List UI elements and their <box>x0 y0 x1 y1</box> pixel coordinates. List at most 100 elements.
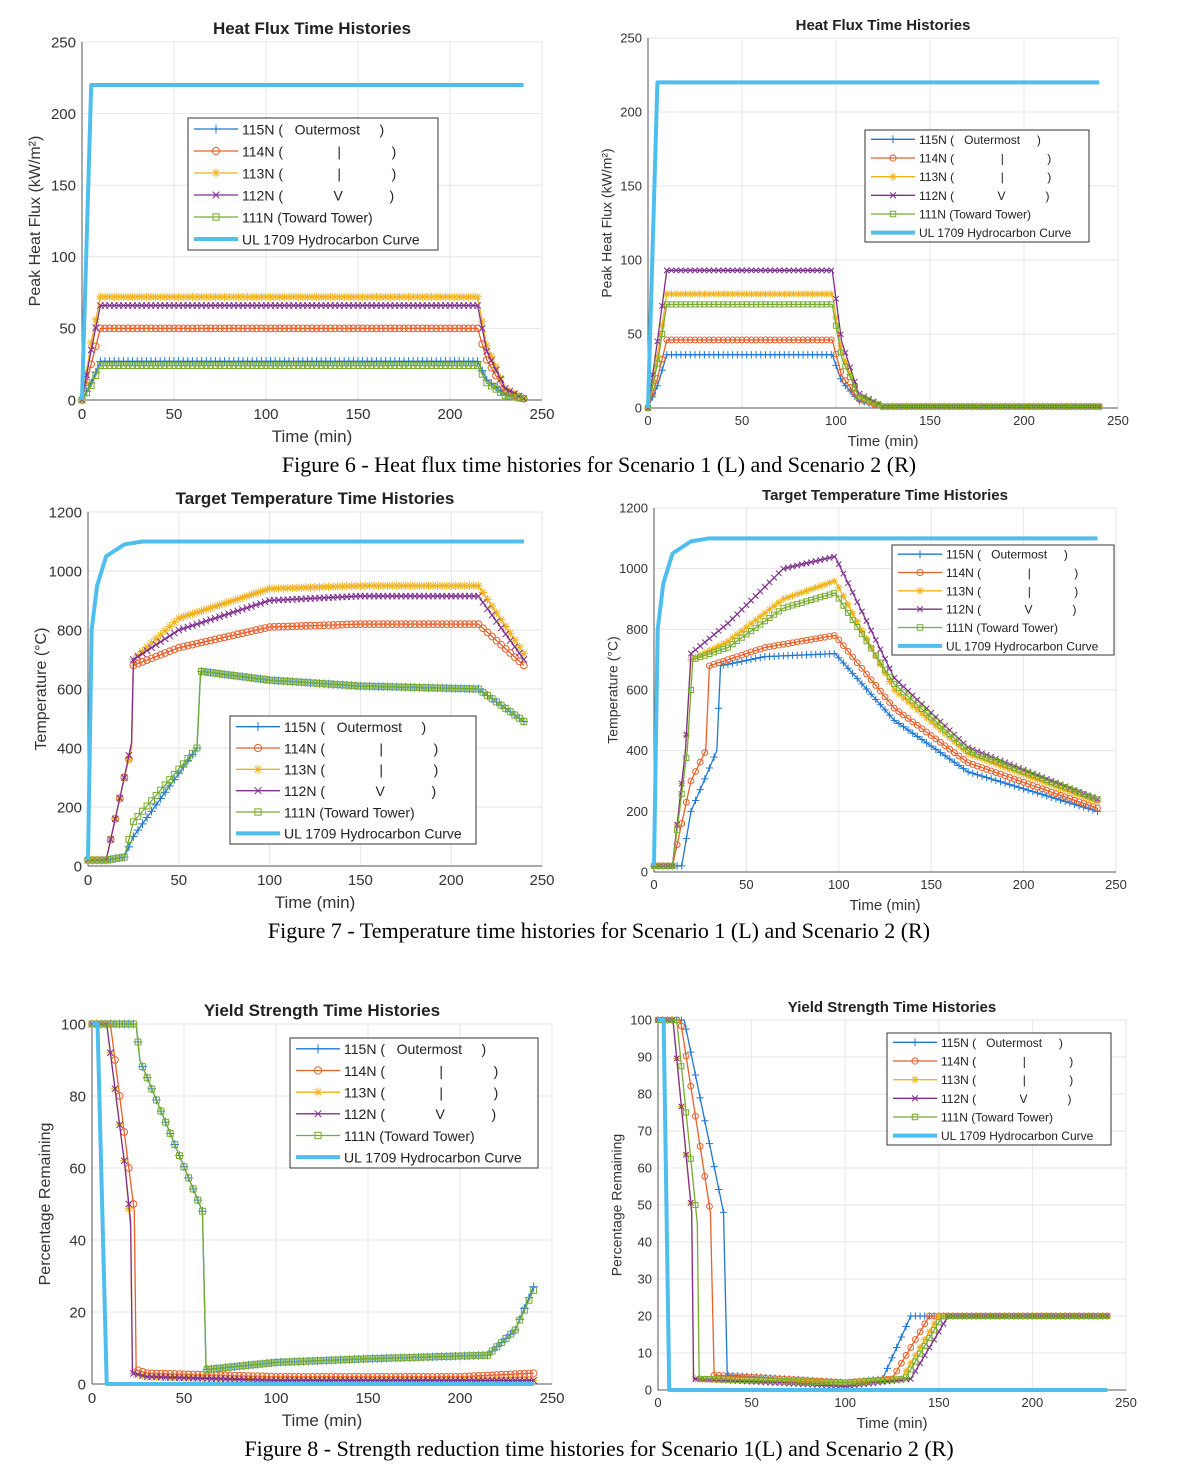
x-tick-label: 0 <box>88 1390 96 1407</box>
x-axis-label: Time (min) <box>275 893 356 912</box>
legend-label-111N: 111N (Toward Tower) <box>941 1111 1053 1125</box>
x-tick-label: 250 <box>529 872 554 889</box>
x-tick-label: 250 <box>1107 413 1129 428</box>
y-tick-label: 0 <box>68 392 76 409</box>
legend-label-112N: 112N ( V ) <box>919 189 1049 203</box>
x-tick-label: 100 <box>257 872 282 889</box>
y-tick-label: 1000 <box>619 561 648 576</box>
x-tick-label: 150 <box>920 877 942 892</box>
chart-hf_s1: 0 50 100 150 200 250 0 50 100 150 200 250 Heat Flux … <box>27 19 555 446</box>
x-tick-label: 150 <box>345 406 370 423</box>
x-tick-label: 50 <box>735 413 749 428</box>
y-tick-label: 100 <box>630 1013 652 1028</box>
x-axis-label: Time (min) <box>272 427 353 446</box>
y-tick-label: 10 <box>638 1346 652 1361</box>
y-tick-label: 30 <box>638 1272 652 1287</box>
x-tick-label: 100 <box>263 1390 288 1407</box>
series-line-111N <box>654 592 1098 867</box>
x-tick-label: 50 <box>739 877 753 892</box>
x-tick-label: 150 <box>355 1390 380 1407</box>
y-tick-label: 0 <box>78 1376 86 1393</box>
y-tick-label: 1000 <box>49 563 82 580</box>
legend-label-111N: 111N (Toward Tower) <box>946 621 1058 635</box>
y-tick-label: 200 <box>51 106 76 123</box>
y-axis-label: Percentage Remaining <box>609 1134 625 1276</box>
x-tick-label: 200 <box>1022 1395 1044 1410</box>
x-tick-label: 200 <box>439 872 464 889</box>
y-tick-label: 800 <box>626 622 648 637</box>
y-tick-label: 50 <box>59 321 76 338</box>
y-tick-label: 200 <box>626 804 648 819</box>
x-tick-label: 150 <box>348 872 373 889</box>
x-tick-label: 0 <box>644 413 651 428</box>
caption-figure-7: Figure 7 - Temperature time histories fo… <box>267 918 931 943</box>
x-axis-label: Time (min) <box>282 1411 363 1430</box>
series-markers-111N <box>650 590 1101 869</box>
x-tick-label: 100 <box>828 877 850 892</box>
series-line-111N <box>81 364 524 401</box>
legend-label-113N: 113N ( | ) <box>941 1073 1073 1087</box>
x-axis-label: Time (min) <box>849 897 920 914</box>
series-line-UL <box>658 1018 1108 1392</box>
x-tick-label: 200 <box>437 406 462 423</box>
series-markers-111N <box>644 301 1103 412</box>
y-tick-label: 60 <box>638 1161 652 1176</box>
y-axis-label: Percentage Remaining <box>37 1123 54 1286</box>
y-tick-label: 800 <box>57 622 82 639</box>
x-tick-label: 200 <box>447 1390 472 1407</box>
caption-figure-8: Figure 8 - Strength reduction time histo… <box>244 1436 954 1461</box>
chart-title: Yield Strength Time Histories <box>204 1001 440 1020</box>
y-tick-label: 100 <box>61 1016 86 1033</box>
legend: 115N ( Outermost ) 114N ( | ) 113N ( | ) 11… <box>886 1032 1112 1146</box>
series-line-112N <box>658 1019 1108 1387</box>
legend: 115N ( Outermost ) 114N ( | ) 113N ( | ) 11… <box>289 1037 539 1169</box>
series-markers-111N <box>654 1016 1111 1386</box>
y-axis-label: Temperature (°C) <box>33 628 50 751</box>
x-tick-label: 200 <box>1013 877 1035 892</box>
legend-label-UL: UL 1709 Hydrocarbon Curve <box>284 826 462 842</box>
y-axis-label: Peak Heat Flux (kW/m²) <box>27 136 44 307</box>
y-tick-label: 20 <box>638 1309 652 1324</box>
series-markers-111N <box>84 667 528 864</box>
legend-label-111N: 111N (Toward Tower) <box>242 209 373 225</box>
series-markers-111N <box>78 362 528 404</box>
series-line-111N <box>647 303 1100 409</box>
chart-temp_s2: 0 50 100 150 200 250 0 200 400 600 800 1000 1200 Targ… <box>605 487 1127 914</box>
chart-hf_s2: 0 50 100 150 200 250 0 50 100 150 200 250 Heat Flux … <box>599 17 1129 450</box>
legend-label-115N: 115N ( Outermost ) <box>919 133 1041 147</box>
y-tick-label: 20 <box>69 1304 86 1321</box>
y-tick-label: 90 <box>638 1050 652 1065</box>
caption-figure-6: Figure 6 - Heat flux time histories for … <box>281 452 917 477</box>
chart-ys_s2: 0 50 100 150 200 250 0 10 20 30 40 50 60 70 80 90 100 Yie… <box>609 999 1137 1432</box>
y-tick-label: 0 <box>635 401 642 416</box>
legend: 115N ( Outermost ) 114N ( | ) 113N ( | ) 11… <box>891 544 1115 656</box>
x-tick-label: 250 <box>1115 1395 1137 1410</box>
legend-label-114N: 114N ( | ) <box>284 740 438 756</box>
legend-label-112N: 112N ( V ) <box>344 1106 496 1122</box>
y-tick-label: 0 <box>641 865 648 880</box>
legend-label-UL: UL 1709 Hydrocarbon Curve <box>344 1149 522 1165</box>
series-line-111N <box>88 670 525 861</box>
y-tick-label: 150 <box>51 177 76 194</box>
y-tick-label: 80 <box>638 1087 652 1102</box>
legend-label-114N: 114N ( | ) <box>946 566 1078 580</box>
series-markers-114N <box>84 620 528 864</box>
legend-label-113N: 113N ( | ) <box>344 1084 498 1100</box>
series-markers-111N <box>88 1020 538 1373</box>
legend-label-113N: 113N ( | ) <box>946 584 1078 598</box>
y-tick-label: 100 <box>620 253 642 268</box>
legend-label-115N: 115N ( Outermost ) <box>941 1036 1063 1050</box>
x-tick-label: 50 <box>166 406 183 423</box>
chart-title: Yield Strength Time Histories <box>788 999 996 1016</box>
series-line-112N <box>92 1023 534 1382</box>
legend-label-115N: 115N ( Outermost ) <box>344 1041 486 1057</box>
y-tick-label: 100 <box>51 249 76 266</box>
y-tick-label: 150 <box>620 179 642 194</box>
legend: 115N ( Outermost ) 114N ( | ) 113N ( | ) 11… <box>187 117 439 251</box>
x-tick-label: 150 <box>928 1395 950 1410</box>
legend-label-113N: 113N ( | ) <box>919 170 1051 184</box>
legend-label-113N: 113N ( | ) <box>284 762 438 778</box>
y-tick-label: 0 <box>645 1383 652 1398</box>
series-line-UL <box>652 536 1098 866</box>
x-tick-label: 100 <box>834 1395 856 1410</box>
